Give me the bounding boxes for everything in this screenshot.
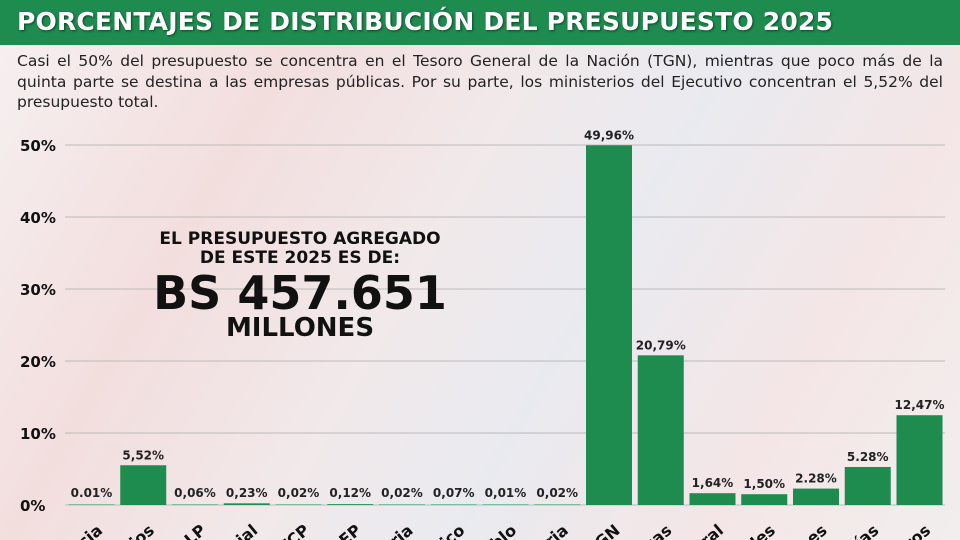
bar bbox=[741, 494, 788, 505]
data-label: 5,52% bbox=[122, 448, 164, 462]
category-label: OEP bbox=[325, 520, 365, 540]
bar bbox=[793, 488, 839, 505]
annotation-amount: BS 457.651 bbox=[153, 266, 447, 320]
bar bbox=[120, 465, 167, 505]
category-label: uria bbox=[532, 521, 571, 540]
category-label: rios bbox=[120, 521, 158, 540]
data-label: 0,02% bbox=[381, 486, 423, 500]
bar bbox=[689, 493, 736, 505]
data-label: 0,02% bbox=[278, 486, 320, 500]
annotation-line2: DE ESTE 2025 ES DE: bbox=[199, 248, 401, 268]
category-label: TGN bbox=[583, 521, 624, 540]
data-label: 49,96% bbox=[584, 128, 634, 142]
data-label: 1,50% bbox=[743, 477, 785, 491]
category-label: cas bbox=[640, 521, 675, 540]
y-tick-label: 0% bbox=[20, 497, 45, 515]
annotation-line1: EL PRESUPUESTO AGREGADO bbox=[159, 229, 441, 249]
category-label: lico bbox=[432, 521, 468, 540]
data-label: 1,64% bbox=[692, 476, 734, 490]
category-label: ALP bbox=[171, 520, 210, 540]
bar bbox=[430, 504, 477, 505]
bar bbox=[327, 504, 374, 505]
category-label: des bbox=[742, 521, 779, 540]
category-label: cial bbox=[225, 521, 261, 540]
category-label: cia bbox=[74, 521, 106, 540]
bar bbox=[844, 466, 891, 505]
y-tick-label: 10% bbox=[20, 425, 56, 443]
category-label: ías bbox=[850, 521, 882, 540]
category-label: blo bbox=[486, 521, 520, 540]
page-title: PORCENTAJES DE DISTRIBUCIÓN DEL PRESUPUE… bbox=[17, 7, 834, 36]
category-label: nes bbox=[794, 521, 831, 540]
data-label: 5.28% bbox=[847, 450, 889, 464]
bar bbox=[172, 504, 218, 505]
subtitle-text: Casi el 50% del presupuesto se concentra… bbox=[17, 52, 943, 111]
bar bbox=[637, 355, 684, 505]
y-tick-label: 40% bbox=[20, 209, 56, 227]
bar bbox=[586, 145, 632, 505]
data-label: 2.28% bbox=[795, 472, 837, 486]
header-bar: PORCENTAJES DE DISTRIBUCIÓN DEL PRESUPUE… bbox=[0, 0, 960, 45]
y-tick-label: 20% bbox=[20, 353, 56, 371]
bar bbox=[68, 504, 115, 505]
bar bbox=[223, 503, 270, 505]
data-label: 0,12% bbox=[329, 486, 371, 500]
data-label: 0,02% bbox=[536, 486, 578, 500]
bar bbox=[379, 504, 425, 505]
annotation-unit: MILLONES bbox=[225, 313, 375, 343]
data-label: 0.01% bbox=[71, 486, 113, 500]
data-label: 0,06% bbox=[174, 486, 216, 500]
y-tick-label: 50% bbox=[20, 137, 56, 155]
data-label: 0,01% bbox=[485, 486, 527, 500]
bar bbox=[896, 415, 943, 505]
data-label: 12,47% bbox=[895, 398, 945, 412]
bar bbox=[482, 504, 529, 505]
category-label: ros bbox=[900, 521, 934, 540]
category-label: ria bbox=[386, 521, 417, 540]
bar bbox=[275, 504, 322, 505]
data-label: 0,23% bbox=[226, 486, 268, 500]
data-label: 0,07% bbox=[433, 486, 475, 500]
data-label: 20,79% bbox=[636, 338, 686, 352]
category-label: tral bbox=[690, 521, 727, 540]
y-tick-label: 30% bbox=[20, 281, 56, 299]
category-label: TCP bbox=[275, 520, 314, 540]
bar bbox=[534, 504, 581, 505]
